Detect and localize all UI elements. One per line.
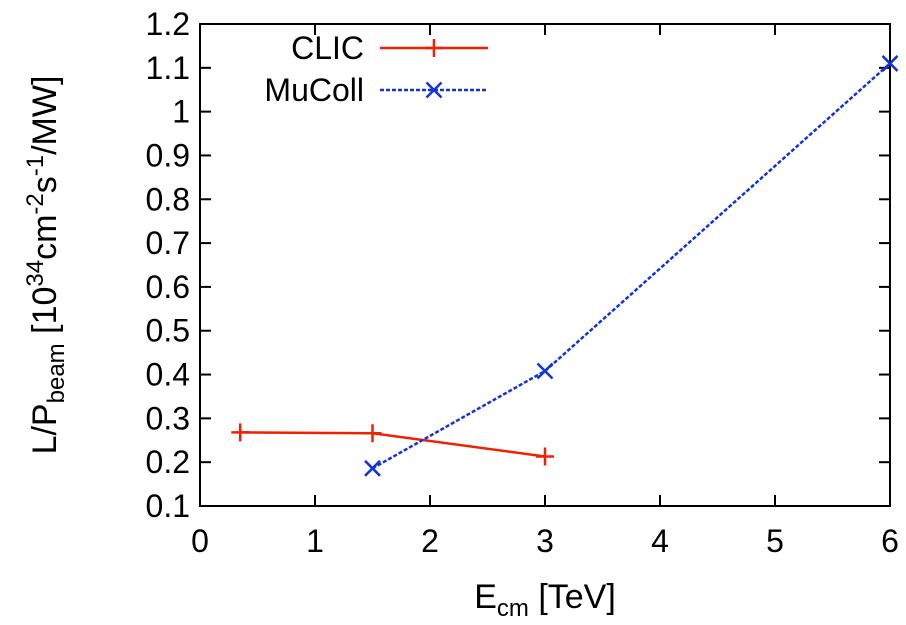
x-tick-label: 0 [191, 523, 209, 559]
x-tick-label: 4 [651, 523, 669, 559]
x-tick-label: 1 [306, 523, 324, 559]
data-point-clic [536, 447, 554, 466]
y-axis-label-sub: beam [43, 343, 70, 403]
series-layer [231, 55, 899, 477]
y-axis-label-part1: L/P [26, 403, 64, 454]
data-point-mucoll [881, 55, 899, 72]
series-line-mucoll [371, 62, 891, 470]
x-axis-label: Ecm [TeV] [474, 578, 616, 622]
data-point-mucoll [364, 459, 381, 477]
y-tick-label: 1.1 [146, 50, 190, 86]
y-tick-label: 0.3 [146, 400, 190, 436]
legend-marker-clic [425, 39, 443, 57]
y-tick-label: 0.9 [146, 137, 190, 173]
y-axis-label-sup2: -2 [22, 193, 49, 214]
legend: CLIC MuColl [264, 30, 488, 108]
data-point-mucoll [536, 362, 554, 380]
data-point-mucoll-b [881, 55, 899, 72]
x-tick-label: 3 [536, 523, 554, 559]
x-axis-label-main: E [474, 578, 497, 616]
x-tick-labels: 0 1 2 3 4 5 6 [191, 523, 899, 559]
y-tick-label: 0.7 [146, 225, 190, 261]
data-point-clic [231, 423, 250, 442]
y-axis-label-part4: s [26, 176, 64, 193]
legend-label-clic: CLIC [291, 30, 364, 66]
y-tick-label: 1 [172, 94, 190, 130]
data-point-clic [363, 424, 382, 443]
y-tick-label: 0.5 [146, 313, 190, 349]
legend-marker-mucoll [425, 81, 443, 99]
y-axis-label-sup3: -1 [22, 155, 49, 176]
x-tick-label: 6 [881, 523, 899, 559]
y-tick-label: 0.6 [146, 269, 190, 305]
legend-marker-mucoll-b [425, 81, 443, 99]
y-axis-label-part5: /MW] [26, 76, 64, 155]
data-point-mucoll-b [536, 362, 554, 380]
y-axis-label-part2: [10 [26, 287, 64, 344]
x-tick-label: 2 [421, 523, 439, 559]
axis-ticks [199, 23, 891, 507]
y-axis-label-sup1: 34 [22, 260, 49, 287]
data-point-mucoll-b [364, 459, 381, 477]
series-line-clic [240, 431, 546, 458]
x-axis-label-rest: [TeV] [529, 578, 616, 616]
y-tick-label: 0.8 [146, 181, 190, 217]
legend-label-mucoll: MuColl [264, 72, 364, 108]
y-axis-label: L/Pbeam [1034cm-2s-1/MW] [22, 76, 70, 455]
y-tick-labels: 0.1 0.2 0.3 0.4 0.5 0.6 0.7 0.8 0.9 1 1.1 1.2 [146, 6, 190, 524]
y-tick-label: 1.2 [146, 6, 190, 42]
y-tick-label: 0.2 [146, 444, 190, 480]
y-tick-label: 0.4 [146, 357, 190, 393]
y-tick-label: 0.1 [146, 488, 190, 524]
x-tick-label: 5 [766, 523, 784, 559]
x-axis-label-sub: cm [497, 595, 529, 622]
y-axis-label-part3: cm [26, 215, 64, 260]
